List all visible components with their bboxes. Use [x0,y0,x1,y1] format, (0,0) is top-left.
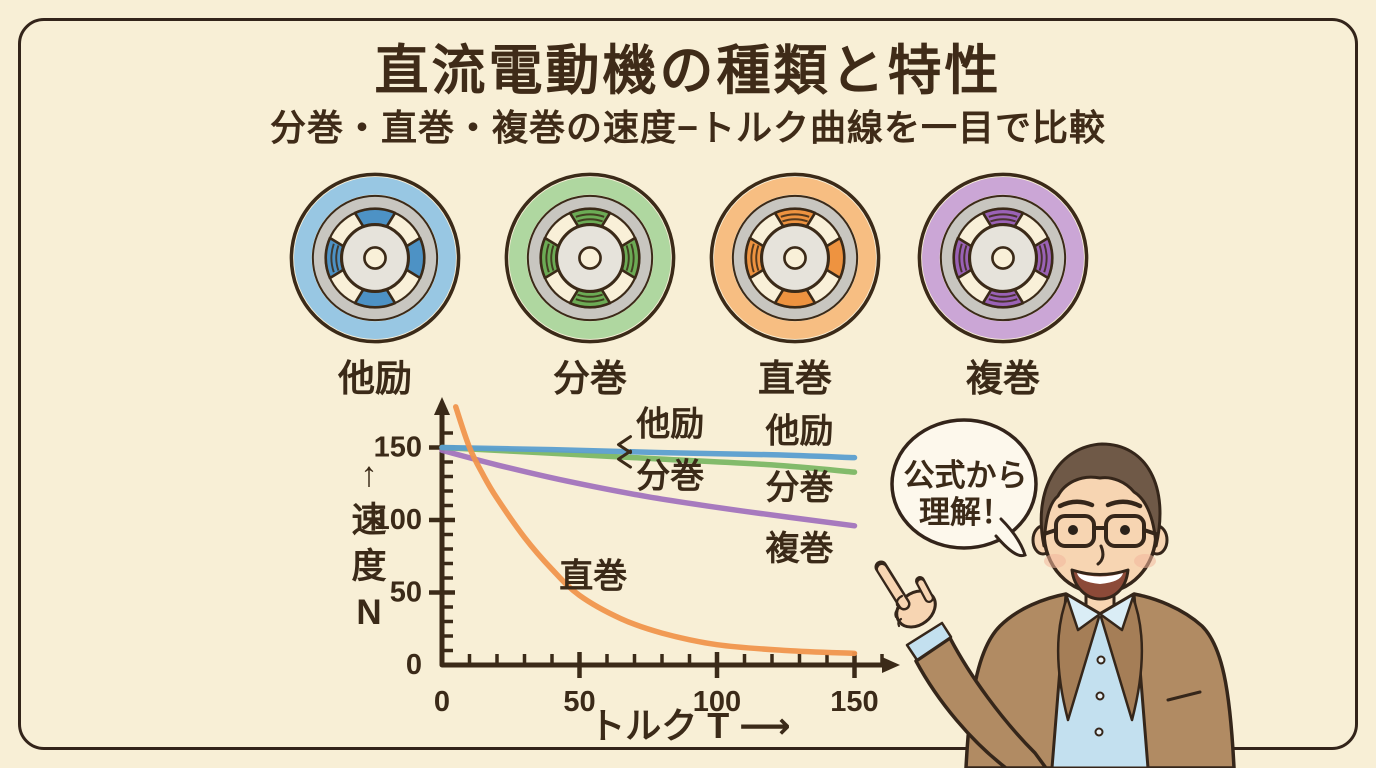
x-axis-title: トルク T ⟶ [589,705,791,746]
curve-label: 他励 [635,405,704,443]
person-eye-right [1120,525,1130,535]
person-lapel-left [1057,593,1101,722]
curve-他励 [439,444,858,461]
y-tick-label: 150 [374,432,422,464]
person-eyebrow-left [1057,499,1095,509]
motor-diagram-2 [504,172,676,344]
frame-border [18,18,1358,750]
curve-label-caret [617,449,632,469]
person-nose [1096,544,1105,566]
motor-diagram-1 [289,172,461,344]
x-tick-label: 50 [563,686,595,718]
person-collar-left [1064,592,1102,632]
x-axis-arrow [882,657,900,673]
person-cuff [905,621,953,662]
curve-label: 分巻 [636,458,704,496]
person-hand [874,560,937,629]
speech-bubble-tail [994,517,1027,558]
y-tick-label: 100 [374,504,422,536]
person-glasses [1042,514,1158,548]
x-tick-label: 0 [434,686,450,718]
curve-label: 他励 [765,413,834,451]
shirt-button [1094,727,1104,737]
curve-label-caret [617,435,632,455]
motor-diagram-4 [917,172,1089,344]
y-axis-title-char: 度 [351,547,387,586]
person-blush-right [1134,554,1156,568]
motor-figure-2: 分巻 [502,170,678,402]
motor-label: 分巻 [553,358,627,399]
person-hair [1039,442,1162,548]
x-tick-label: 150 [830,686,878,718]
curve-label: 複巻 [766,530,834,568]
speech-bubble-line-2: 理解！ [919,495,1012,530]
axes [439,406,889,668]
y-tick-label: 0 [406,649,422,681]
y-tick-label: 50 [390,577,422,609]
speech-bubble-body [890,418,1038,550]
motor-label: 複巻 [966,358,1040,399]
shirt-button [1095,691,1105,701]
motor-figure-3: 直巻 [707,170,883,402]
page-title: 直流電動機の種類と特性 [374,41,1002,101]
person-lapel-right [1099,593,1143,722]
y-axis-title-char: ↑ [360,455,378,494]
x-tick-label: 100 [693,686,741,718]
person-eyebrow-right [1105,499,1143,509]
speech-bubble [890,418,1038,558]
person-teeth [1077,573,1123,584]
knuckle-lines [894,594,904,628]
page-subtitle: 分巻・直巻・複巻の速度−トルク曲線を一目で比較 [269,107,1107,148]
jacket-pocket-line [1166,690,1202,702]
y-axis-title: ↑ 速度 N [348,452,390,636]
shirt-button [1096,655,1106,665]
motor-diagram-3 [709,172,881,344]
person-sleeve [914,636,1048,768]
motor-label: 直巻 [758,358,832,399]
motor-label: 他励 [338,358,412,399]
motor-figure-4: 複巻 [915,170,1091,402]
person-eye-left [1068,525,1078,535]
curve-複巻 [439,447,858,529]
person-blush-left [1044,554,1066,568]
y-axis-arrow [434,397,450,415]
curve-label: 分巻 [766,469,834,507]
motor-figure-1: 他励 [287,170,463,402]
y-axis-title-char: 速 [351,501,387,540]
curve-label: 直巻 [559,558,627,596]
speech-bubble-line-1: 公式から [903,458,1028,493]
y-axis-title-char: N [356,593,382,632]
curve-直巻 [453,404,858,657]
person-illustration [874,442,1236,768]
person-collar-right [1098,592,1136,632]
